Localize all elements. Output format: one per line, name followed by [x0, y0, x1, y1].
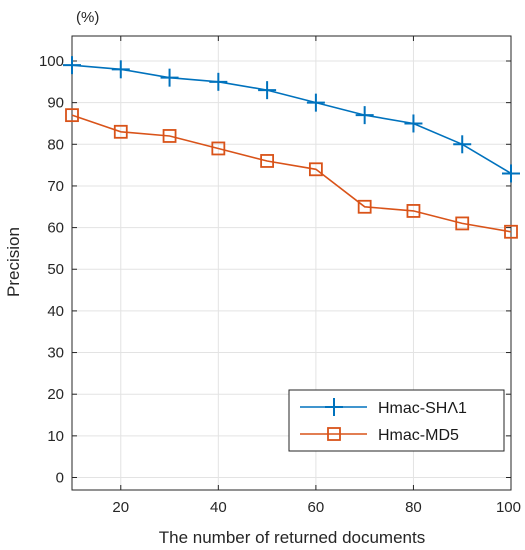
series-plus	[63, 56, 520, 183]
legend-marker	[327, 427, 341, 441]
data-point	[306, 93, 325, 112]
axis-ticks: 0 10 20 30 40 50 60 70 80 90 100 20 40 60 80 100	[39, 36, 521, 516]
data-point	[63, 56, 81, 75]
y-tick-label: 70	[47, 178, 64, 195]
data-point	[453, 135, 472, 154]
y-tick-label: 40	[47, 303, 64, 320]
data-point	[504, 224, 518, 239]
plot-frame	[71, 35, 512, 491]
y-tick-label: 100	[39, 53, 64, 70]
y-tick-label: 60	[47, 220, 64, 237]
data-point	[308, 162, 323, 177]
series-line	[71, 64, 512, 175]
y-unit-label: (%)	[76, 9, 99, 26]
data-point	[111, 60, 130, 79]
y-tick-label: 0	[56, 470, 64, 487]
legend-label: Hmac-SHΛ1	[378, 400, 467, 417]
data-point	[162, 129, 177, 143]
series-square	[65, 108, 518, 239]
legend-marker	[325, 398, 343, 416]
x-tick-label: 80	[405, 499, 422, 516]
data-point	[455, 216, 470, 231]
data-point	[258, 81, 277, 100]
data-point	[355, 106, 374, 125]
data-point	[357, 199, 372, 214]
data-point	[404, 114, 423, 133]
data-point	[406, 204, 421, 218]
x-tick-label: 40	[210, 499, 227, 516]
x-tick-label: 100	[496, 499, 521, 516]
y-tick-label: 10	[47, 428, 64, 445]
y-tick-label: 30	[47, 345, 64, 362]
data-point	[209, 72, 228, 91]
legend-box	[288, 389, 505, 452]
series-line	[71, 114, 512, 233]
data-point	[211, 141, 226, 156]
data-point	[260, 154, 275, 168]
legend-label: Hmac-MD5	[378, 427, 459, 444]
legend: Hmac-SHΛ1 Hmac-MD5	[288, 389, 505, 452]
data-point	[113, 124, 128, 139]
y-tick-label: 80	[47, 136, 64, 153]
series	[63, 56, 520, 239]
y-tick-label: 20	[47, 386, 64, 403]
y-tick-label: 90	[47, 95, 64, 112]
y-tick-label: 50	[47, 261, 64, 278]
data-point	[502, 164, 520, 183]
x-axis-title: The number of returned documents	[159, 528, 425, 547]
data-point	[160, 68, 179, 87]
y-axis-title: Precision	[4, 227, 23, 297]
x-tick-label: 60	[308, 499, 325, 516]
data-point	[65, 108, 79, 123]
x-tick-label: 20	[112, 499, 129, 516]
